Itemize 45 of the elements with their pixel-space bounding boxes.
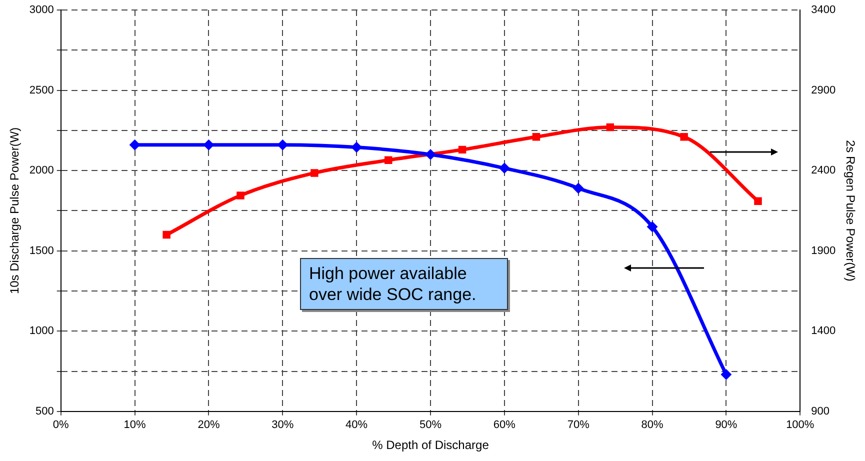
y2-axis-title: 2s Regen Pulse Power(W) <box>843 140 858 282</box>
point <box>574 183 584 193</box>
point <box>352 142 362 152</box>
point <box>532 132 540 141</box>
point <box>310 169 318 177</box>
x-tick-label: 20% <box>198 419 220 432</box>
y-tick-label: 2000 <box>29 164 54 177</box>
x-tick-label: 0% <box>52 419 70 432</box>
point <box>204 140 214 150</box>
point <box>458 146 466 154</box>
y2-tick-label: 2400 <box>811 164 836 177</box>
annotation: High power available over wide SOC range. <box>300 258 508 310</box>
point <box>680 132 688 141</box>
point <box>754 197 762 205</box>
y2-tick-label: 1900 <box>811 244 836 257</box>
point <box>721 370 731 380</box>
y-tick-label: 500 <box>36 405 54 418</box>
y2-tick-label: 3400 <box>811 4 836 16</box>
x-axis-title: % Depth of Discharge <box>372 438 490 452</box>
x-tick-label: 30% <box>272 419 294 432</box>
point <box>384 156 392 164</box>
x-tick-label: 40% <box>346 419 368 432</box>
x-tick-label: 60% <box>493 419 516 432</box>
x-tick-label: 100% <box>786 419 814 432</box>
x-tick-label: 50% <box>419 419 442 432</box>
y2-tick-label: 2900 <box>811 84 836 96</box>
y-tick-label: 3000 <box>29 4 54 16</box>
point <box>236 192 244 200</box>
y2-tick-label: 900 <box>811 405 830 418</box>
point <box>426 150 436 160</box>
point <box>130 140 140 150</box>
x-tick-label: 70% <box>567 419 590 432</box>
point <box>162 230 170 239</box>
point <box>648 222 658 232</box>
point <box>500 163 510 173</box>
y-axis-title: 10s Discharge Pulse Power(W) <box>8 127 22 294</box>
y-tick-label: 1000 <box>29 325 54 338</box>
y2-tick-label: 1400 <box>811 325 836 338</box>
point <box>606 123 614 132</box>
x-tick-label: 80% <box>641 419 664 432</box>
x-tick-label: 10% <box>124 419 146 432</box>
x-tick-label: 90% <box>715 419 738 432</box>
y-tick-label: 1500 <box>29 244 54 257</box>
point <box>278 140 288 150</box>
y-tick-label: 2500 <box>29 84 54 96</box>
